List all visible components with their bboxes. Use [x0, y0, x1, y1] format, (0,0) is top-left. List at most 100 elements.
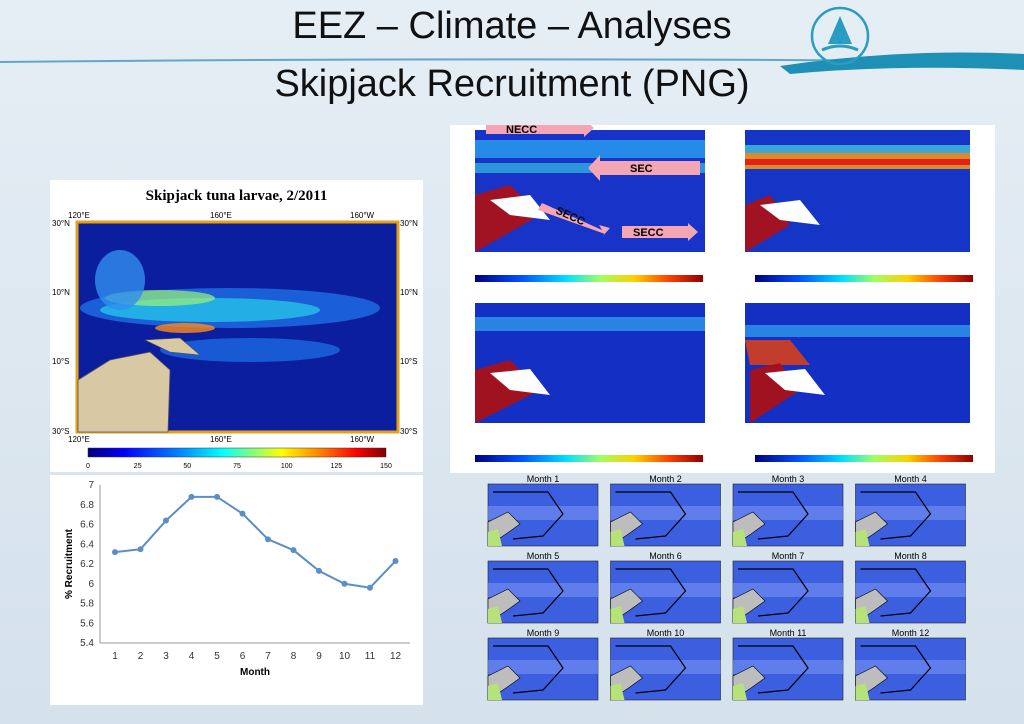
month-map-coastal-zone: [855, 529, 870, 546]
data-point: [316, 567, 322, 574]
eez-boundary: [860, 491, 932, 540]
recruitment-line-chart: 76.86.66.46.265.85.65.4 1 2 3 4 5 6 7 8 9 10 11 12 …: [64, 480, 410, 678]
month-map-1: Month 1: [487, 474, 599, 547]
larvae-map-title: Skipjack tuna larvae, 2/2011: [145, 188, 328, 204]
colorbar-tick-0: 0: [86, 463, 90, 470]
larvae-lat-label-30n-right: 30°N: [400, 219, 418, 228]
month-map-coastal-zone: [855, 683, 870, 700]
larvae-lat-label-30s-right: 30°S: [400, 427, 417, 436]
month-map-coastal-zone: [855, 606, 870, 623]
x-tick-label: 10: [339, 651, 351, 662]
month-map-label: Month 7: [772, 551, 805, 561]
month-map-band: [610, 660, 721, 674]
eez-boundary: [738, 645, 809, 694]
recruitment-chart-panel: 7 6.8 6.6 6.4 6.2 6 5.8 5.6 5.4 1 2 3 4 5 6 7 8 9 10 11 12 …: [50, 475, 423, 705]
y-tick-label: 5.4: [80, 638, 94, 649]
x-tick-label: 8: [291, 651, 297, 662]
larvae-lat-label-10s-right: 10°S: [400, 357, 417, 366]
png-landmass: [144, 337, 201, 356]
larvae-lon-labels: 120°E 160°E 160°W 120°E 160°E 160°W: [68, 211, 375, 444]
month-map-band: [733, 583, 843, 597]
month-map-coastal-zone: [610, 606, 625, 623]
month-map-band: [855, 660, 966, 674]
colorbar-tick-50: 50: [183, 463, 191, 470]
larvae-density-band: [80, 250, 380, 362]
month-map-9: Month 9: [487, 628, 599, 701]
data-point: [290, 547, 297, 554]
data-point: [137, 546, 144, 553]
month-map-5: Month 5: [487, 551, 599, 624]
month-map-band: [488, 583, 598, 597]
y-tick-label: 5.6: [80, 618, 94, 629]
data-point: [163, 517, 169, 524]
x-tick-label: 3: [163, 651, 169, 662]
month-map-band: [855, 506, 966, 520]
colorbar-tick-150: 150: [380, 463, 392, 470]
eez-boundary: [493, 645, 564, 694]
month-map-coastal-zone: [610, 683, 625, 700]
larvae-lon-label-160e-bottom: 160°E: [210, 435, 232, 444]
current-maps: NECC SEC SECC SECC: [475, 125, 973, 462]
month-map-label: Month 8: [894, 551, 927, 561]
x-tick-label: 4: [189, 651, 195, 662]
month-map-band: [855, 583, 966, 597]
data-point: [214, 493, 220, 500]
larvae-lon-label-160e: 160°E: [210, 211, 232, 220]
month-map-label: Month 5: [527, 551, 560, 561]
chart-x-ticks: 1 2 3 4 5 6 7 8 9 10 11 12: [112, 651, 401, 662]
larvae-lat-label-10n-right: 10°N: [400, 288, 418, 297]
larvae-lat-label-10n: 10°N: [52, 288, 70, 297]
x-tick-label: 11: [365, 651, 376, 662]
current-map-4: [745, 303, 973, 462]
x-tick-label: 5: [214, 651, 220, 662]
colorbar-tick-125: 125: [330, 463, 342, 470]
month-map-band: [733, 506, 843, 520]
y-tick-label: 6: [88, 579, 94, 590]
x-tick-label: 12: [390, 651, 402, 662]
eez-boundary: [615, 645, 687, 694]
current-map-3: [475, 303, 705, 462]
data-point: [239, 510, 246, 517]
larvae-lon-label-120e: 120°E: [68, 211, 90, 220]
month-map-label: Month 6: [649, 551, 682, 561]
larvae-lat-label-30n: 30°N: [52, 219, 70, 228]
colorbar-tick-100: 100: [281, 463, 293, 470]
month-map-10: Month 10: [610, 628, 721, 701]
colorbar-tick-25: 25: [134, 463, 142, 470]
month-map-coastal-zone: [733, 606, 747, 623]
data-point: [367, 584, 373, 591]
data-point: [392, 558, 399, 565]
month-map-label: Month 12: [892, 628, 930, 638]
y-tick-label: 7: [88, 480, 94, 491]
y-tick-label: 6.4: [80, 539, 94, 550]
necc-arrow: [486, 125, 594, 137]
month-map-label: Month 2: [649, 474, 682, 484]
larvae-map-panel: Skipjack tuna larvae, 2/2011: [50, 180, 423, 472]
chart-x-axis-label: Month: [240, 667, 270, 678]
y-tick-label: 5.8: [80, 599, 94, 610]
larvae-lat-label-30s: 30°S: [52, 427, 69, 436]
sec-label: SEC: [630, 163, 653, 175]
month-map-coastal-zone: [733, 529, 747, 546]
header-swoosh: [0, 52, 1024, 74]
data-point: [265, 536, 271, 543]
slide-title-line1: EEZ – Climate – Analyses: [292, 5, 732, 47]
month-map-3: Month 3: [732, 474, 844, 547]
colorbar-tick-75: 75: [233, 463, 241, 470]
y-tick-label: 6.2: [80, 559, 94, 570]
chart-y-ticks: 7 6.8 6.6 6.4 6.2 6 5.8 5.6 5.4: [80, 480, 94, 649]
x-tick-label: 7: [265, 651, 271, 662]
eez-boundary: [615, 491, 687, 540]
eez-boundary: [493, 491, 564, 540]
larvae-lon-label-160w: 160°W: [350, 211, 375, 220]
month-map-label: Month 3: [772, 474, 805, 484]
month-map-band: [610, 583, 721, 597]
recruitment-series-line: [114, 495, 397, 589]
month-map-2: Month 2: [610, 474, 721, 547]
month-map-band: [488, 660, 598, 674]
data-point: [188, 493, 195, 500]
current-map-1: [475, 130, 705, 282]
month-map-band: [610, 506, 721, 520]
necc-label: NECC: [506, 125, 537, 136]
secc-label: SECC: [633, 227, 664, 239]
